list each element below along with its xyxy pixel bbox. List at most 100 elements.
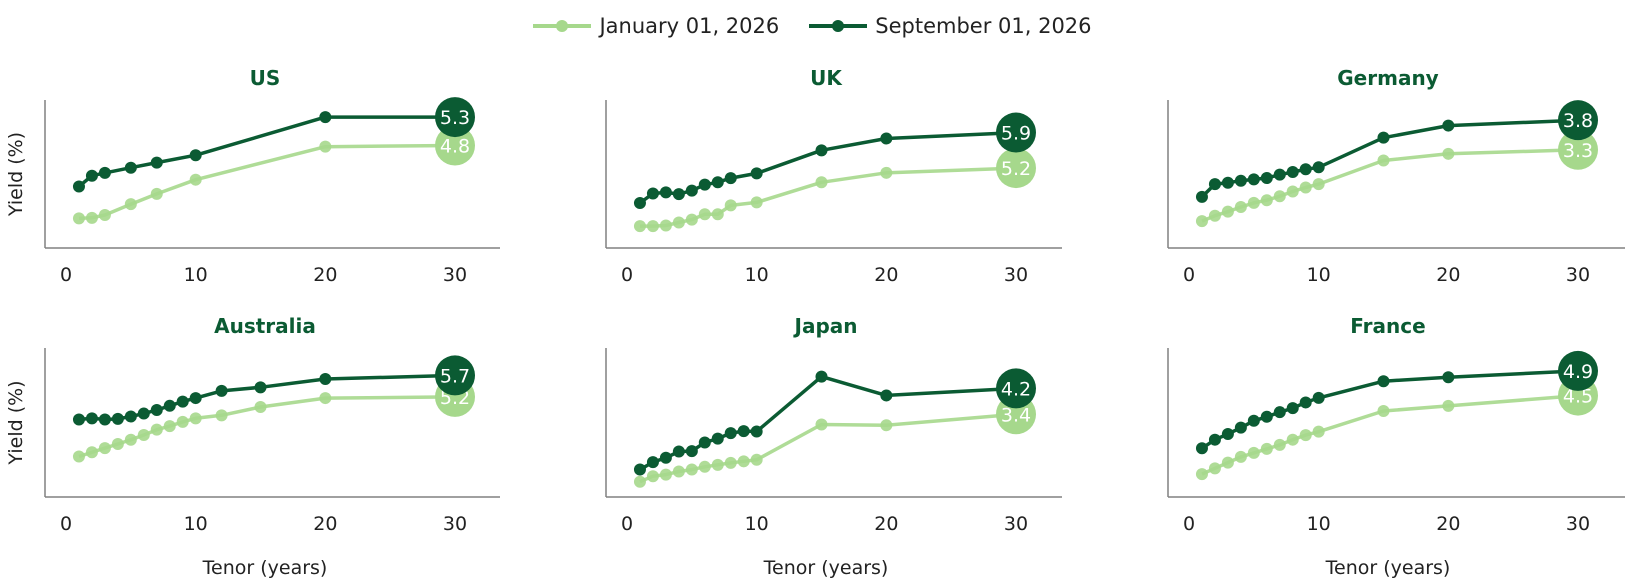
data-point-jan bbox=[85, 446, 98, 459]
data-point-sep bbox=[1273, 406, 1286, 419]
end-bubble-sep bbox=[996, 368, 1036, 409]
data-point-sep bbox=[319, 111, 332, 124]
data-point-jan bbox=[98, 442, 111, 455]
data-point-jan bbox=[672, 216, 685, 229]
data-point-sep bbox=[672, 445, 685, 458]
data-point-jan bbox=[1312, 425, 1325, 438]
series-line-jan bbox=[1201, 393, 1579, 476]
data-point-jan bbox=[646, 470, 659, 483]
legend-item-sep[interactable]: September 01, 2026 bbox=[809, 14, 1092, 38]
end-bubble-sep bbox=[1558, 350, 1598, 391]
data-point-jan bbox=[698, 460, 711, 473]
end-bubble-jan bbox=[996, 148, 1036, 189]
data-point-jan bbox=[1260, 194, 1273, 207]
legend-sep-label: September 01, 2026 bbox=[875, 14, 1092, 38]
end-value-label-jan: 3.3 bbox=[1563, 140, 1593, 162]
data-point-jan bbox=[685, 463, 698, 476]
data-point-sep bbox=[672, 188, 685, 201]
data-point-sep bbox=[1286, 402, 1299, 415]
data-point-jan bbox=[319, 392, 332, 405]
data-point-sep bbox=[189, 392, 202, 405]
data-point-sep bbox=[880, 132, 893, 145]
data-point-sep bbox=[85, 412, 98, 425]
data-point-sep bbox=[750, 425, 763, 438]
data-point-sep bbox=[633, 463, 646, 476]
data-point-jan bbox=[1299, 429, 1312, 442]
x-axis-label: Tenor (years) bbox=[763, 557, 889, 579]
data-point-sep bbox=[1377, 375, 1390, 388]
legend: January 01, 2026 September 01, 2026 bbox=[0, 14, 1625, 38]
data-point-sep bbox=[815, 370, 828, 383]
end-value-label-jan: 3.4 bbox=[1001, 404, 1031, 426]
data-point-jan bbox=[659, 219, 672, 232]
data-point-sep bbox=[72, 180, 85, 193]
panel-title: UK bbox=[810, 66, 843, 90]
end-bubble-sep bbox=[435, 355, 475, 396]
data-point-jan bbox=[85, 211, 98, 224]
chart-panel: UK 0 10 20 30 5.2 5.9 bbox=[605, 66, 1062, 286]
data-point-jan bbox=[1247, 196, 1260, 209]
data-point-sep bbox=[711, 432, 724, 445]
end-bubble-sep bbox=[1558, 100, 1598, 141]
panel-title: US bbox=[250, 66, 281, 90]
end-value-label-sep: 3.8 bbox=[1563, 110, 1593, 132]
data-point-sep bbox=[98, 166, 111, 179]
end-bubble-jan bbox=[1558, 129, 1598, 170]
data-point-sep bbox=[698, 178, 711, 191]
series-line-jan bbox=[78, 395, 456, 459]
data-point-jan bbox=[137, 429, 150, 442]
x-tick-label: 0 bbox=[60, 264, 72, 286]
data-point-jan bbox=[254, 401, 267, 414]
data-point-jan bbox=[1442, 147, 1455, 160]
data-point-sep bbox=[1312, 391, 1325, 404]
data-point-sep bbox=[1273, 168, 1286, 181]
data-point-jan bbox=[880, 419, 893, 432]
legend-sep-line-icon bbox=[809, 20, 868, 32]
data-point-jan bbox=[815, 418, 828, 431]
data-point-sep bbox=[685, 184, 698, 197]
data-point-sep bbox=[880, 389, 893, 402]
end-value-label-jan: 4.5 bbox=[1563, 386, 1593, 408]
data-point-sep bbox=[85, 169, 98, 182]
data-point-jan bbox=[685, 213, 698, 226]
data-point-sep bbox=[1208, 178, 1221, 191]
data-point-jan bbox=[189, 412, 202, 425]
data-point-sep bbox=[1247, 173, 1260, 186]
data-point-sep bbox=[633, 197, 646, 210]
data-point-jan bbox=[1234, 450, 1247, 463]
x-tick-label: 10 bbox=[745, 513, 769, 535]
legend-item-jan[interactable]: January 01, 2026 bbox=[533, 14, 779, 38]
data-point-sep bbox=[111, 412, 124, 425]
data-point-sep bbox=[1260, 410, 1273, 423]
data-point-jan bbox=[1299, 181, 1312, 194]
data-point-jan bbox=[1221, 456, 1234, 469]
data-point-jan bbox=[1208, 209, 1221, 222]
data-point-jan bbox=[737, 455, 750, 468]
end-value-label-jan: 4.8 bbox=[440, 136, 470, 158]
data-point-sep bbox=[1195, 442, 1208, 455]
data-point-sep bbox=[1234, 421, 1247, 434]
data-point-sep bbox=[646, 187, 659, 200]
x-tick-label: 20 bbox=[1436, 513, 1460, 535]
data-point-jan bbox=[111, 437, 124, 450]
data-point-sep bbox=[319, 372, 332, 385]
data-point-jan bbox=[750, 196, 763, 209]
data-point-jan bbox=[163, 420, 176, 433]
x-tick-label: 0 bbox=[1183, 513, 1195, 535]
data-point-jan bbox=[1195, 215, 1208, 228]
x-tick-label: 20 bbox=[874, 513, 898, 535]
data-point-jan bbox=[724, 456, 737, 469]
x-tick-label: 0 bbox=[621, 264, 633, 286]
chart-panel: Japan 0 10 20 30 Tenor (years) 3.4 4.2 bbox=[605, 314, 1062, 579]
data-point-sep bbox=[1234, 174, 1247, 187]
end-bubble-sep bbox=[996, 112, 1036, 153]
data-point-jan bbox=[815, 176, 828, 189]
data-point-sep bbox=[659, 451, 672, 464]
data-point-jan bbox=[633, 220, 646, 233]
data-point-jan bbox=[724, 199, 737, 212]
x-tick-label: 30 bbox=[1004, 513, 1028, 535]
end-value-label-sep: 4.9 bbox=[1563, 361, 1593, 383]
data-point-jan bbox=[1208, 462, 1221, 475]
end-value-label-sep: 5.3 bbox=[440, 107, 470, 129]
data-point-sep bbox=[1442, 119, 1455, 132]
